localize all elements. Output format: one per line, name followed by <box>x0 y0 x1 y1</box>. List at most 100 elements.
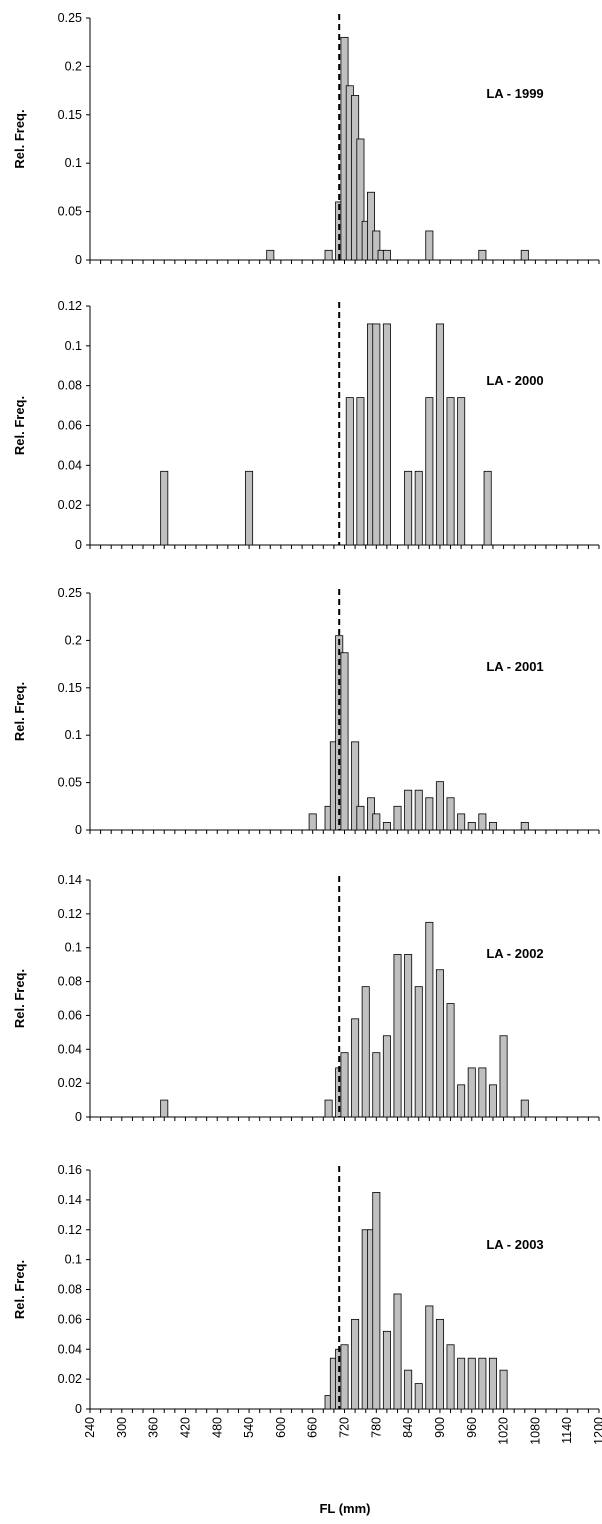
histogram-bar <box>372 1052 381 1118</box>
histogram-bar <box>457 1084 466 1118</box>
histogram-bar <box>372 1192 381 1410</box>
x-tick-label: 1080 <box>528 1417 542 1445</box>
y-tick-label: 0.05 <box>58 205 82 219</box>
histogram-bar <box>356 138 365 261</box>
panel-title: LA - 2002 <box>486 946 543 961</box>
x-tick-label: 360 <box>147 1417 161 1438</box>
histogram-bar <box>340 1052 349 1118</box>
histogram-bar <box>245 470 254 546</box>
y-tick-label: 0.08 <box>58 975 82 989</box>
histogram-bar <box>425 230 434 261</box>
y-tick-label: 0.1 <box>65 728 82 742</box>
histogram-bar <box>356 397 365 546</box>
y-axis-title: Rel. Freq. <box>12 1260 27 1319</box>
histogram-bar <box>467 1067 476 1118</box>
y-axis-title: Rel. Freq. <box>12 396 27 455</box>
chart-panel-4: 0 0.02 0.04 0.06 0.08 0.1 0.12 0.14 Rel. Freq. LA… <box>12 873 600 1124</box>
x-tick-label: 240 <box>83 1417 97 1438</box>
x-tick-label: 1140 <box>560 1417 574 1444</box>
histogram-bar <box>382 822 391 831</box>
y-tick-label: 0.25 <box>58 586 82 600</box>
histogram-bar <box>160 1099 169 1118</box>
y-tick-label: 0.15 <box>58 681 82 695</box>
histogram-bar <box>435 969 444 1118</box>
y-tick-label: 0.1 <box>65 1253 82 1267</box>
y-tick-label: 0.04 <box>58 1342 82 1356</box>
chart-panel-1: 0 0.05 0.1 0.15 0.2 0.25 Rel. Freq. LA - 1999 <box>12 11 600 267</box>
x-tick-label: 900 <box>433 1417 447 1438</box>
x-tick-label: 660 <box>306 1417 320 1438</box>
histogram-bar <box>404 954 413 1118</box>
histogram-bar <box>520 249 529 261</box>
histogram-bar <box>414 1383 423 1410</box>
histogram-bar <box>372 323 381 546</box>
y-tick-label: 0.12 <box>58 299 82 313</box>
y-tick-label: 0.1 <box>65 941 82 955</box>
histogram-bar <box>425 797 434 831</box>
panel-title: LA - 2003 <box>486 1237 543 1252</box>
y-tick-label: 0 <box>75 823 82 837</box>
histogram-bar <box>351 1018 360 1118</box>
histogram-bar <box>382 1330 391 1410</box>
y-tick-label: 0.25 <box>58 11 82 25</box>
y-tick-label: 0.02 <box>58 1372 82 1386</box>
y-tick-label: 0.05 <box>58 776 82 790</box>
y-tick-label: 0.08 <box>58 379 82 393</box>
histogram-bar <box>446 1003 455 1118</box>
y-tick-label: 0.2 <box>65 633 82 647</box>
x-tick-label: 780 <box>369 1417 383 1438</box>
y-axis-title: Rel. Freq. <box>12 682 27 741</box>
histogram-bar <box>361 986 370 1118</box>
histogram-bar <box>467 822 476 831</box>
y-tick-label: 0.04 <box>58 1042 82 1056</box>
histogram-bar <box>351 741 360 831</box>
y-axis-title: Rel. Freq. <box>12 109 27 168</box>
histogram-bar <box>499 1369 508 1410</box>
histogram-bar <box>478 249 487 261</box>
y-tick-label: 0.04 <box>58 458 82 472</box>
panel-title: LA - 2001 <box>486 659 543 674</box>
y-tick-label: 0 <box>75 253 82 267</box>
histogram-bar <box>404 789 413 831</box>
y-tick-label: 0.12 <box>58 907 82 921</box>
histogram-bar <box>393 1293 402 1410</box>
y-tick-label: 0.02 <box>58 1076 82 1090</box>
histogram-bar <box>404 1369 413 1410</box>
y-tick-label: 0 <box>75 538 82 552</box>
y-tick-label: 0.02 <box>58 498 82 512</box>
chart-panel-5: 0 0.02 0.04 0.06 0.08 0.1 0.12 0.14 0.16 Rel. Fre… <box>12 1163 602 1445</box>
y-tick-label: 0.15 <box>58 108 82 122</box>
panel-title: LA - 1999 <box>486 86 543 101</box>
x-tick-label: 600 <box>274 1417 288 1438</box>
histogram-bar <box>372 230 381 261</box>
y-tick-label: 0 <box>75 1402 82 1416</box>
y-axis-title: Rel. Freq. <box>12 969 27 1028</box>
x-tick-label: 1200 <box>592 1417 602 1445</box>
y-tick-label: 0.06 <box>58 419 82 433</box>
histogram-bar <box>308 813 317 831</box>
x-tick-label: 960 <box>465 1417 479 1438</box>
histogram-bar <box>160 470 169 546</box>
x-tick-label: 1020 <box>497 1417 511 1445</box>
histogram-bar <box>351 1318 360 1410</box>
histogram-bar <box>324 249 333 261</box>
y-tick-label: 0.14 <box>58 873 82 887</box>
histogram-bar <box>478 1067 487 1118</box>
histogram-bar <box>483 470 492 546</box>
x-tick-label: 720 <box>338 1417 352 1438</box>
histogram-bar <box>446 1344 455 1410</box>
y-tick-label: 0.16 <box>58 1163 82 1177</box>
histogram-bar <box>356 805 365 831</box>
y-tick-label: 0.2 <box>65 59 82 73</box>
histogram-bar <box>478 1357 487 1410</box>
y-tick-label: 0 <box>75 1110 82 1124</box>
histogram-bar <box>414 986 423 1118</box>
y-tick-label: 0.06 <box>58 1312 82 1326</box>
x-tick-label: 300 <box>115 1417 129 1438</box>
histogram-bar <box>488 822 497 831</box>
histogram-bar <box>435 781 444 831</box>
x-tick-label: 480 <box>210 1417 224 1438</box>
histogram-bar <box>488 1084 497 1118</box>
histogram-bar <box>488 1357 497 1410</box>
